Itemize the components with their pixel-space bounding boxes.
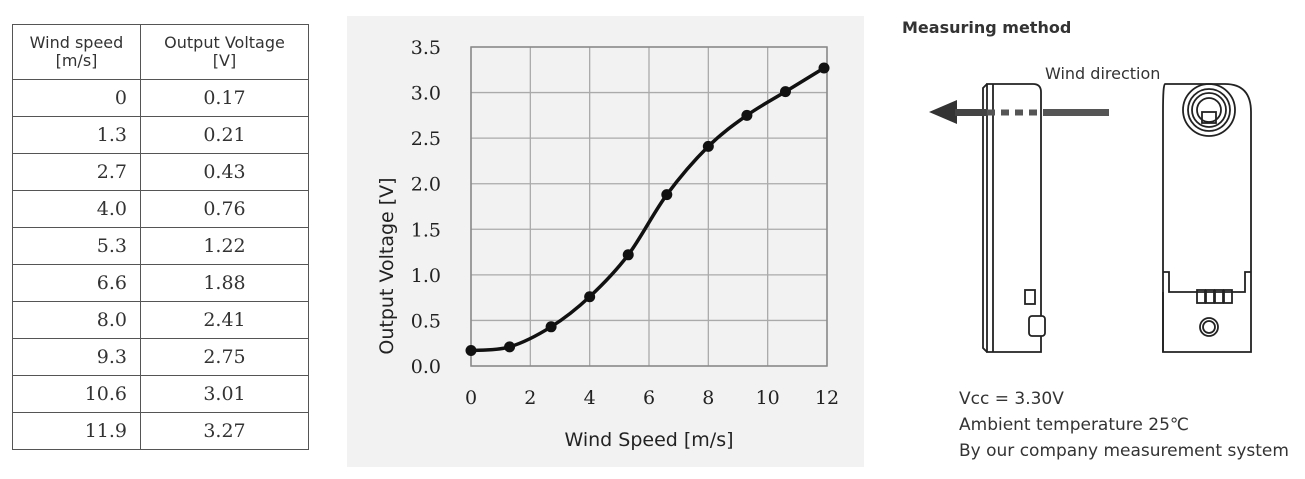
x-axis-label: Wind Speed [m/s] (564, 429, 733, 451)
x-tick-label: 2 (524, 387, 536, 409)
voltage-cell: 3.01 (140, 375, 309, 413)
wind-speed-cell: 4.0 (12, 190, 141, 228)
voltage-cell: 2.75 (140, 338, 309, 376)
data-point (818, 62, 830, 74)
table-row: 1.3 0.21 (12, 116, 309, 154)
data-point (779, 86, 791, 98)
wind-direction-arrow-icon (929, 100, 1109, 124)
chart-ticks: 0 2 4 6 8 10 12 0.0 0.5 1.0 1.5 2.0 2.5 3.0 3.5 (411, 37, 839, 409)
voltage-cell: 0.43 (140, 153, 309, 191)
sensor-diagram (929, 83, 1252, 353)
ambient-temperature-note: Ambient temperature 25℃ (959, 415, 1189, 435)
x-tick-label: 0 (465, 387, 477, 409)
x-tick-label: 6 (643, 387, 655, 409)
chart-panel: 0 2 4 6 8 10 12 0.0 0.5 1.0 1.5 2.0 2.5 3.0 3.5 Wind S… (347, 16, 864, 467)
wind-speed-cell: 8.0 (12, 301, 141, 339)
x-tick-label: 12 (815, 387, 839, 409)
table-header-row: Wind speed [m/s] Output Voltage [V] (12, 24, 309, 80)
wind-direction-label: Wind direction (1045, 64, 1161, 83)
y-tick-label: 2.0 (411, 174, 441, 196)
wind-speed-cell: 5.3 (12, 227, 141, 265)
sensor-side-view (982, 83, 1046, 353)
table-row: 11.9 3.27 (12, 412, 309, 450)
data-table: Wind speed [m/s] Output Voltage [V] 0 0.1… (12, 24, 309, 450)
measurement-system-note: By our company measurement system (959, 441, 1289, 461)
wind-speed-cell: 6.6 (12, 264, 141, 302)
header-output-voltage: Output Voltage [V] (140, 24, 309, 80)
voltage-cell: 0.76 (140, 190, 309, 228)
table-row: 4.0 0.76 (12, 190, 309, 228)
voltage-cell: 1.22 (140, 227, 309, 265)
table-row: 9.3 2.75 (12, 338, 309, 376)
series-line (469, 66, 826, 353)
y-tick-label: 1.0 (411, 265, 441, 287)
data-point (545, 321, 557, 333)
voltage-cell: 3.27 (140, 412, 309, 450)
wind-speed-cell: 0 (12, 79, 141, 117)
y-axis-label: Output Voltage [V] (376, 177, 398, 354)
series-points (465, 62, 830, 357)
header-output-voltage-line1: Output Voltage (164, 33, 285, 52)
data-point (465, 345, 477, 357)
header-wind-speed-line1: Wind speed (29, 33, 124, 52)
table-row: 0 0.17 (12, 79, 309, 117)
wind-speed-cell: 9.3 (12, 338, 141, 376)
header-wind-speed: Wind speed [m/s] (12, 24, 141, 80)
x-tick-label: 10 (756, 387, 780, 409)
data-point (661, 189, 673, 201)
data-point (741, 109, 753, 121)
wind-speed-cell: 11.9 (12, 412, 141, 450)
wind-speed-cell: 2.7 (12, 153, 141, 191)
sensor-front-view (1162, 83, 1252, 353)
y-tick-label: 1.5 (411, 219, 441, 241)
y-tick-label: 2.5 (411, 128, 441, 150)
wind-speed-cell: 10.6 (12, 375, 141, 413)
data-point (702, 140, 714, 152)
y-tick-label: 3.0 (411, 83, 441, 105)
y-tick-label: 3.5 (411, 37, 441, 59)
header-wind-speed-line2: [m/s] (55, 51, 98, 70)
voltage-cell: 0.17 (140, 79, 309, 117)
y-tick-label: 0.0 (411, 356, 441, 378)
table-row: 10.6 3.01 (12, 375, 309, 413)
data-point (504, 341, 516, 353)
voltage-cell: 2.41 (140, 301, 309, 339)
table-row: 8.0 2.41 (12, 301, 309, 339)
y-tick-label: 0.5 (411, 310, 441, 332)
wind-speed-cell: 1.3 (12, 116, 141, 154)
header-output-voltage-line2: [V] (212, 51, 237, 70)
x-tick-label: 8 (702, 387, 714, 409)
plot-frame (470, 46, 828, 367)
voltage-cell: 1.88 (140, 264, 309, 302)
voltage-chart: 0 2 4 6 8 10 12 0.0 0.5 1.0 1.5 2.0 2.5 3.0 3.5 Wind S… (376, 37, 839, 451)
voltage-cell: 0.21 (140, 116, 309, 154)
data-point (622, 249, 634, 261)
vcc-note: Vcc = 3.30V (959, 389, 1064, 409)
table-row: 5.3 1.22 (12, 227, 309, 265)
table-row: 6.6 1.88 (12, 264, 309, 302)
x-tick-label: 4 (584, 387, 596, 409)
chart-grid (470, 46, 828, 367)
table-row: 2.7 0.43 (12, 153, 309, 191)
measuring-method-title: Measuring method (902, 18, 1072, 37)
data-point (584, 291, 596, 303)
